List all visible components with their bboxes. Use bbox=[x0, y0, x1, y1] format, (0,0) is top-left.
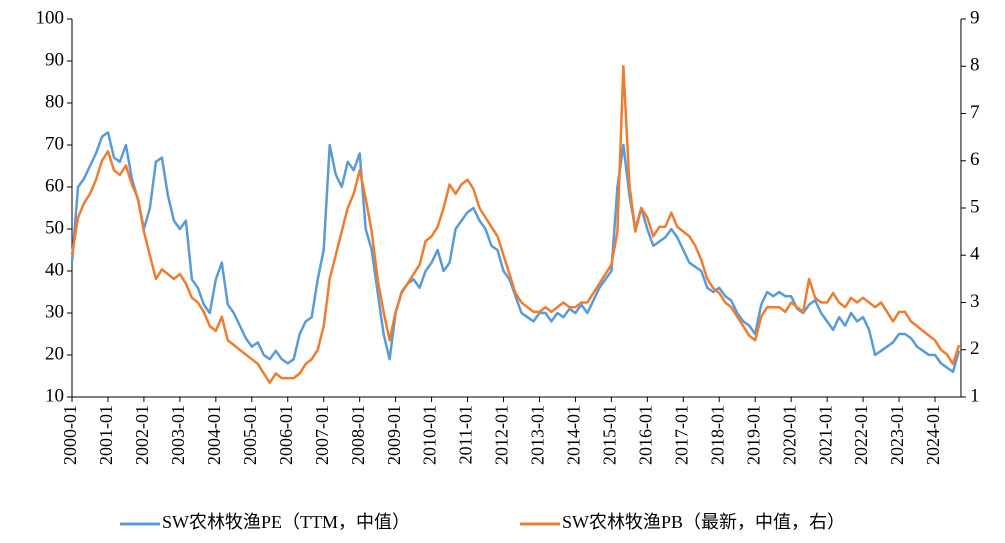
y-tick-label: 50 bbox=[45, 217, 64, 238]
y-tick-label: 10 bbox=[45, 385, 64, 406]
x-tick-label: 2010-01 bbox=[420, 405, 440, 465]
y-tick-label: 70 bbox=[45, 133, 64, 154]
x-tick-label: 2023-01 bbox=[887, 405, 907, 465]
x-tick-label: 2020-01 bbox=[779, 405, 799, 465]
x-tick-label: 2001-01 bbox=[96, 405, 116, 465]
y-tick-label: 80 bbox=[45, 91, 64, 112]
y2-tick-label: 9 bbox=[970, 7, 980, 28]
x-tick-label: 2002-01 bbox=[132, 405, 152, 465]
x-tick-label: 2017-01 bbox=[671, 405, 691, 465]
x-tick-label: 2016-01 bbox=[635, 405, 655, 465]
series-line bbox=[70, 65, 961, 385]
legend-label: SW农林牧渔PB（最新，中值，右） bbox=[562, 512, 845, 532]
x-tick-label: 2011-01 bbox=[456, 405, 476, 464]
y-tick-label: 40 bbox=[45, 259, 64, 280]
y2-tick-label: 8 bbox=[970, 55, 980, 76]
y-tick-label: 30 bbox=[45, 301, 64, 322]
x-tick-label: 2007-01 bbox=[312, 405, 332, 465]
x-tick-label: 2018-01 bbox=[707, 405, 727, 465]
x-tick-label: 2012-01 bbox=[492, 405, 512, 465]
y2-tick-label: 5 bbox=[970, 196, 980, 217]
x-tick-label: 2015-01 bbox=[600, 405, 620, 465]
x-tick-label: 2024-01 bbox=[923, 405, 943, 465]
y2-tick-label: 7 bbox=[970, 102, 980, 123]
y-tick-label: 20 bbox=[45, 343, 64, 364]
x-tick-label: 2003-01 bbox=[168, 405, 188, 465]
x-tick-label: 2021-01 bbox=[815, 405, 835, 465]
x-tick-label: 2013-01 bbox=[528, 405, 548, 465]
y2-tick-label: 6 bbox=[970, 149, 980, 170]
x-tick-label: 2000-01 bbox=[60, 405, 80, 465]
x-tick-label: 2014-01 bbox=[564, 405, 584, 465]
x-tick-label: 2008-01 bbox=[348, 405, 368, 465]
legend-label: SW农林牧渔PE（TTM，中值） bbox=[162, 512, 410, 532]
y-tick-label: 90 bbox=[45, 49, 64, 70]
x-tick-label: 2009-01 bbox=[384, 405, 404, 465]
series-line bbox=[70, 131, 961, 374]
x-tick-label: 2019-01 bbox=[743, 405, 763, 465]
y-tick-label: 60 bbox=[45, 175, 64, 196]
y2-tick-label: 4 bbox=[970, 244, 980, 265]
x-tick-label: 2006-01 bbox=[276, 405, 296, 465]
x-tick-label: 2004-01 bbox=[204, 405, 224, 465]
y2-tick-label: 2 bbox=[970, 338, 980, 359]
x-tick-label: 2022-01 bbox=[851, 405, 871, 465]
y2-tick-label: 1 bbox=[970, 385, 980, 406]
x-tick-label: 2005-01 bbox=[240, 405, 260, 465]
y2-tick-label: 3 bbox=[970, 291, 980, 312]
y-tick-label: 100 bbox=[36, 7, 65, 28]
